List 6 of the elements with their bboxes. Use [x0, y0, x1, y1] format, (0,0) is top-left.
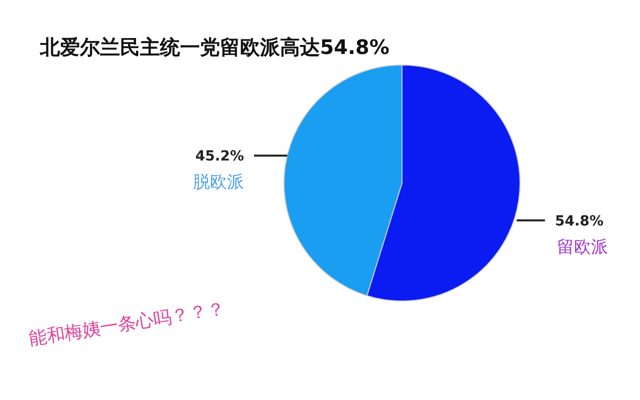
slice-label: 留欧派	[557, 237, 608, 258]
chart-title: 北爱尔兰民主统一党留欧派高达54.8%	[39, 35, 390, 59]
slice-label: 脱欧派	[193, 172, 244, 193]
text: 能和梅姨一条心吗？？？	[27, 298, 226, 350]
data-label: 54.8%	[555, 213, 604, 230]
data-label: 45.2%	[195, 148, 244, 165]
